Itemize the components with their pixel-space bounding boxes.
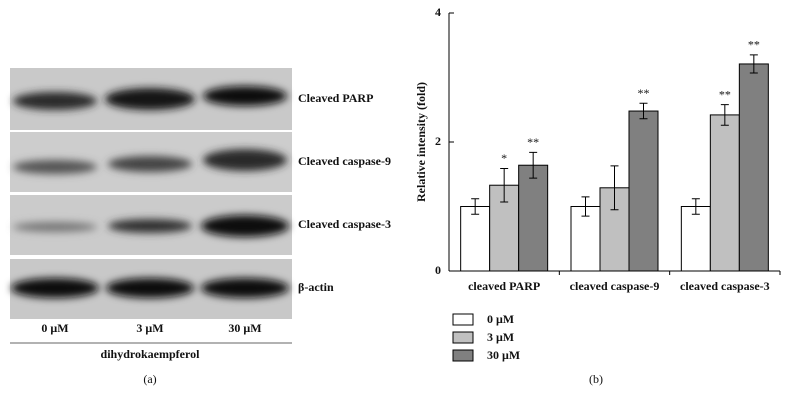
legend-label: 30 μM bbox=[487, 348, 520, 362]
y-tick-label: 0 bbox=[435, 263, 441, 277]
bar bbox=[738, 63, 769, 272]
bar bbox=[460, 206, 491, 272]
error-bar bbox=[610, 165, 619, 211]
blot-row-label: Cleaved PARP bbox=[298, 91, 373, 105]
error-bar bbox=[471, 198, 480, 215]
y-axis-label: Relative intensity (fold) bbox=[414, 82, 428, 202]
x-tick-label: cleaved PARP bbox=[468, 279, 540, 293]
error-bar bbox=[581, 196, 590, 217]
legend-swatch bbox=[452, 349, 474, 362]
error-bar bbox=[720, 104, 729, 126]
legend-swatch bbox=[452, 331, 474, 344]
significance-label: ** bbox=[719, 87, 731, 101]
error-bar bbox=[529, 151, 538, 179]
significance-label: ** bbox=[748, 38, 760, 52]
significance-label: ** bbox=[638, 86, 650, 100]
bar bbox=[518, 164, 549, 272]
x-tick-label: cleaved caspase-3 bbox=[680, 279, 770, 293]
y-tick-label: 4 bbox=[435, 5, 441, 19]
blot-row-label: β-actin bbox=[298, 280, 334, 294]
significance-label: ** bbox=[527, 135, 539, 149]
bar bbox=[680, 206, 711, 272]
panel-label: (a) bbox=[143, 372, 156, 386]
bar bbox=[709, 114, 740, 272]
lane-label: 30 μM bbox=[228, 321, 261, 335]
y-tick-label: 2 bbox=[435, 134, 441, 148]
error-bar bbox=[639, 102, 648, 120]
lane-label: 3 μM bbox=[136, 321, 163, 335]
lane-label: 0 μM bbox=[41, 321, 68, 335]
error-bar bbox=[749, 54, 758, 74]
legend-label: 0 μM bbox=[487, 312, 514, 326]
blot-row-label: Cleaved caspase-3 bbox=[298, 217, 391, 231]
bar bbox=[570, 206, 601, 272]
error-bar bbox=[500, 167, 509, 203]
error-bar bbox=[691, 198, 700, 215]
blot-panels bbox=[10, 68, 292, 319]
treatment-label: dihydrokaempferol bbox=[101, 347, 201, 361]
panel-label: (b) bbox=[589, 372, 603, 386]
legend-swatch bbox=[452, 313, 474, 326]
bar bbox=[628, 110, 659, 272]
x-tick-label: cleaved caspase-9 bbox=[570, 279, 660, 293]
significance-label: * bbox=[501, 151, 507, 165]
legend-label: 3 μM bbox=[487, 330, 514, 344]
blot-row-label: Cleaved caspase-9 bbox=[298, 154, 391, 168]
